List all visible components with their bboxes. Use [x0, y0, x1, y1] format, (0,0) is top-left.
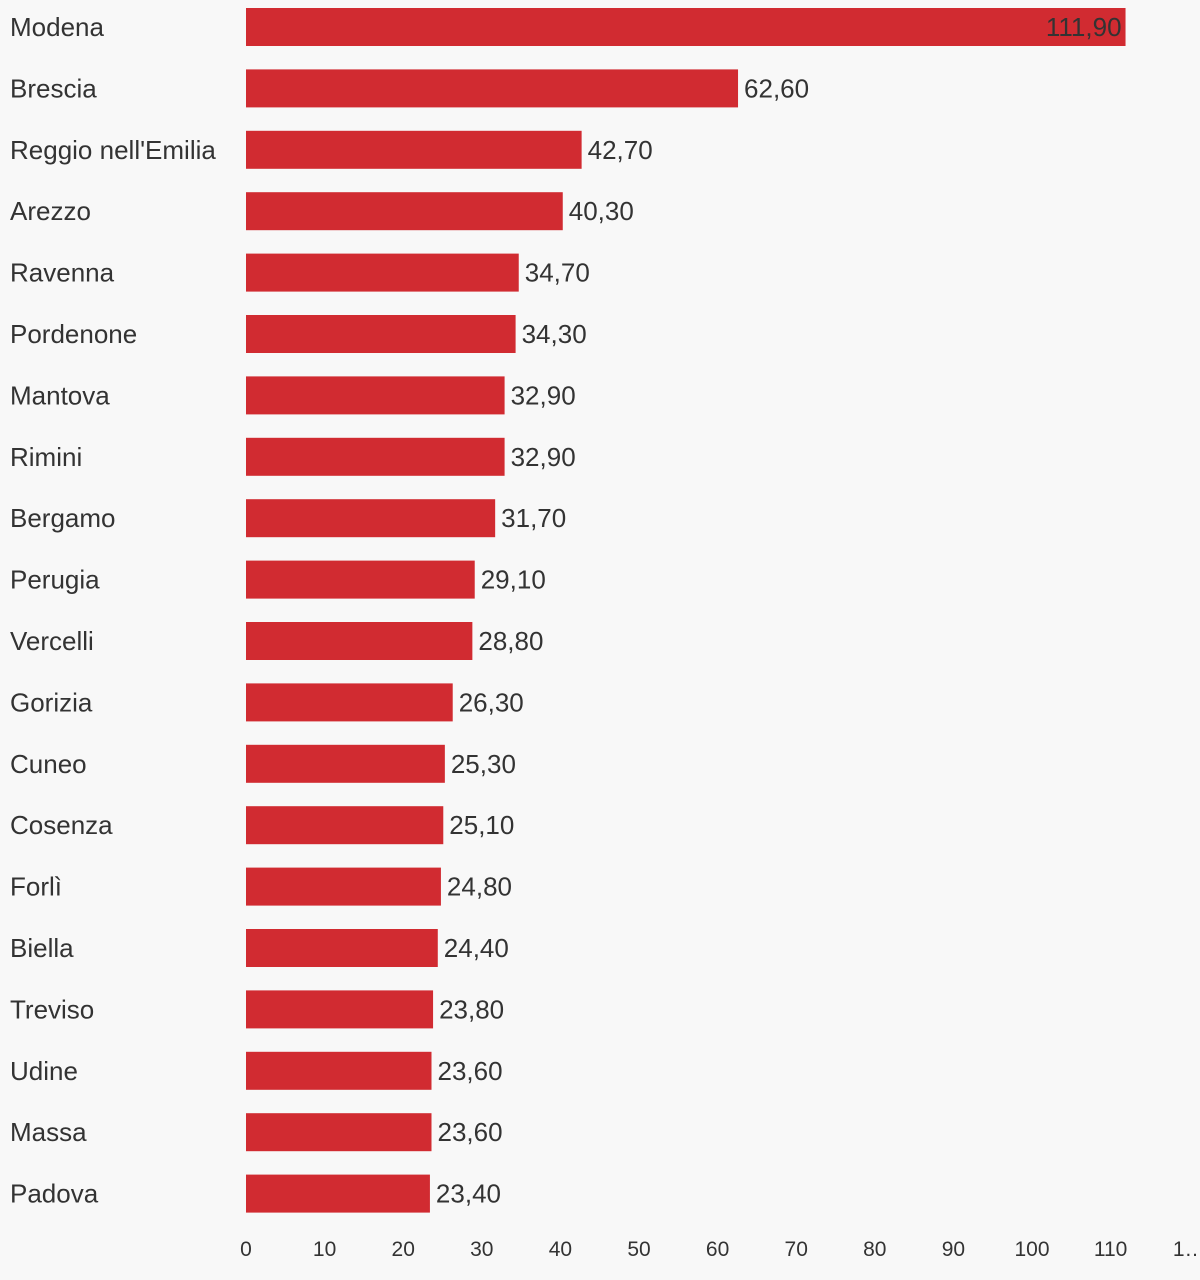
- value-label: 32,90: [511, 442, 576, 472]
- bar: [246, 744, 445, 783]
- category-label: Arezzo: [10, 196, 91, 226]
- x-tick-label: 60: [706, 1238, 729, 1261]
- x-tick-label: 100: [1014, 1238, 1049, 1261]
- category-label: Gorizia: [10, 687, 93, 717]
- value-label: 25,10: [449, 810, 514, 840]
- category-label: Forlì: [10, 872, 62, 902]
- value-label: 23,80: [439, 994, 504, 1024]
- x-tick-label: 1…: [1173, 1238, 1200, 1261]
- bar: [246, 437, 505, 476]
- bar: [246, 499, 496, 538]
- x-tick-label: 90: [942, 1238, 965, 1261]
- bar: [246, 69, 739, 108]
- x-tick-label: 0: [240, 1238, 252, 1261]
- bar: [246, 867, 441, 906]
- value-label: 62,60: [744, 73, 809, 103]
- bar: [246, 130, 582, 169]
- x-tick-label: 30: [470, 1238, 493, 1261]
- value-label: 24,80: [447, 872, 512, 902]
- category-label: Biella: [10, 933, 74, 963]
- category-label: Modena: [10, 12, 104, 42]
- category-label: Bergamo: [10, 503, 116, 533]
- category-label: Reggio nell'Emilia: [10, 135, 216, 165]
- bar: [246, 622, 473, 660]
- category-label: Pordenone: [10, 319, 137, 349]
- bar: [246, 1174, 430, 1213]
- x-tick-label: 10: [313, 1238, 336, 1261]
- value-label: 23,60: [437, 1117, 502, 1147]
- category-label: Brescia: [10, 73, 97, 103]
- bar: [246, 315, 516, 353]
- value-label: 23,60: [437, 1056, 502, 1086]
- bar: [246, 253, 519, 292]
- value-label: 32,90: [511, 380, 576, 410]
- bar: [246, 1113, 432, 1152]
- x-tick-label: 70: [785, 1238, 808, 1261]
- bar: [246, 683, 453, 722]
- category-label: Udine: [10, 1056, 78, 1086]
- category-label: Padova: [10, 1179, 99, 1209]
- bar: [246, 929, 438, 967]
- value-label: 23,40: [436, 1179, 501, 1209]
- category-label: Massa: [10, 1117, 87, 1147]
- category-label: Ravenna: [10, 258, 115, 288]
- value-label: 24,40: [444, 933, 509, 963]
- bar: [246, 376, 505, 415]
- bar: [246, 1051, 432, 1090]
- value-label: 28,80: [478, 626, 543, 656]
- category-label: Vercelli: [10, 626, 94, 656]
- category-label: Mantova: [10, 380, 110, 410]
- x-tick-label: 40: [549, 1238, 572, 1261]
- x-tick-label: 20: [392, 1238, 415, 1261]
- value-label: 26,30: [459, 687, 524, 717]
- category-label: Perugia: [10, 565, 100, 595]
- bar: [246, 192, 563, 231]
- bar: [246, 8, 1126, 46]
- bar: [246, 806, 444, 845]
- category-label: Treviso: [10, 994, 94, 1024]
- value-label: 34,70: [525, 258, 590, 288]
- value-label: 42,70: [588, 135, 653, 165]
- value-label: 25,30: [451, 749, 516, 779]
- x-tick-label: 50: [627, 1238, 650, 1261]
- value-label: 111,90: [1046, 12, 1122, 42]
- bar: [246, 990, 434, 1029]
- category-label: Cosenza: [10, 810, 113, 840]
- value-label: 34,30: [522, 319, 587, 349]
- value-label: 31,70: [501, 503, 566, 533]
- bar: [246, 560, 475, 599]
- x-tick-label: 80: [863, 1238, 886, 1261]
- value-label: 40,30: [569, 196, 634, 226]
- x-tick-label: 110: [1094, 1238, 1127, 1261]
- value-label: 29,10: [481, 565, 546, 595]
- category-label: Rimini: [10, 442, 82, 472]
- category-label: Cuneo: [10, 749, 87, 779]
